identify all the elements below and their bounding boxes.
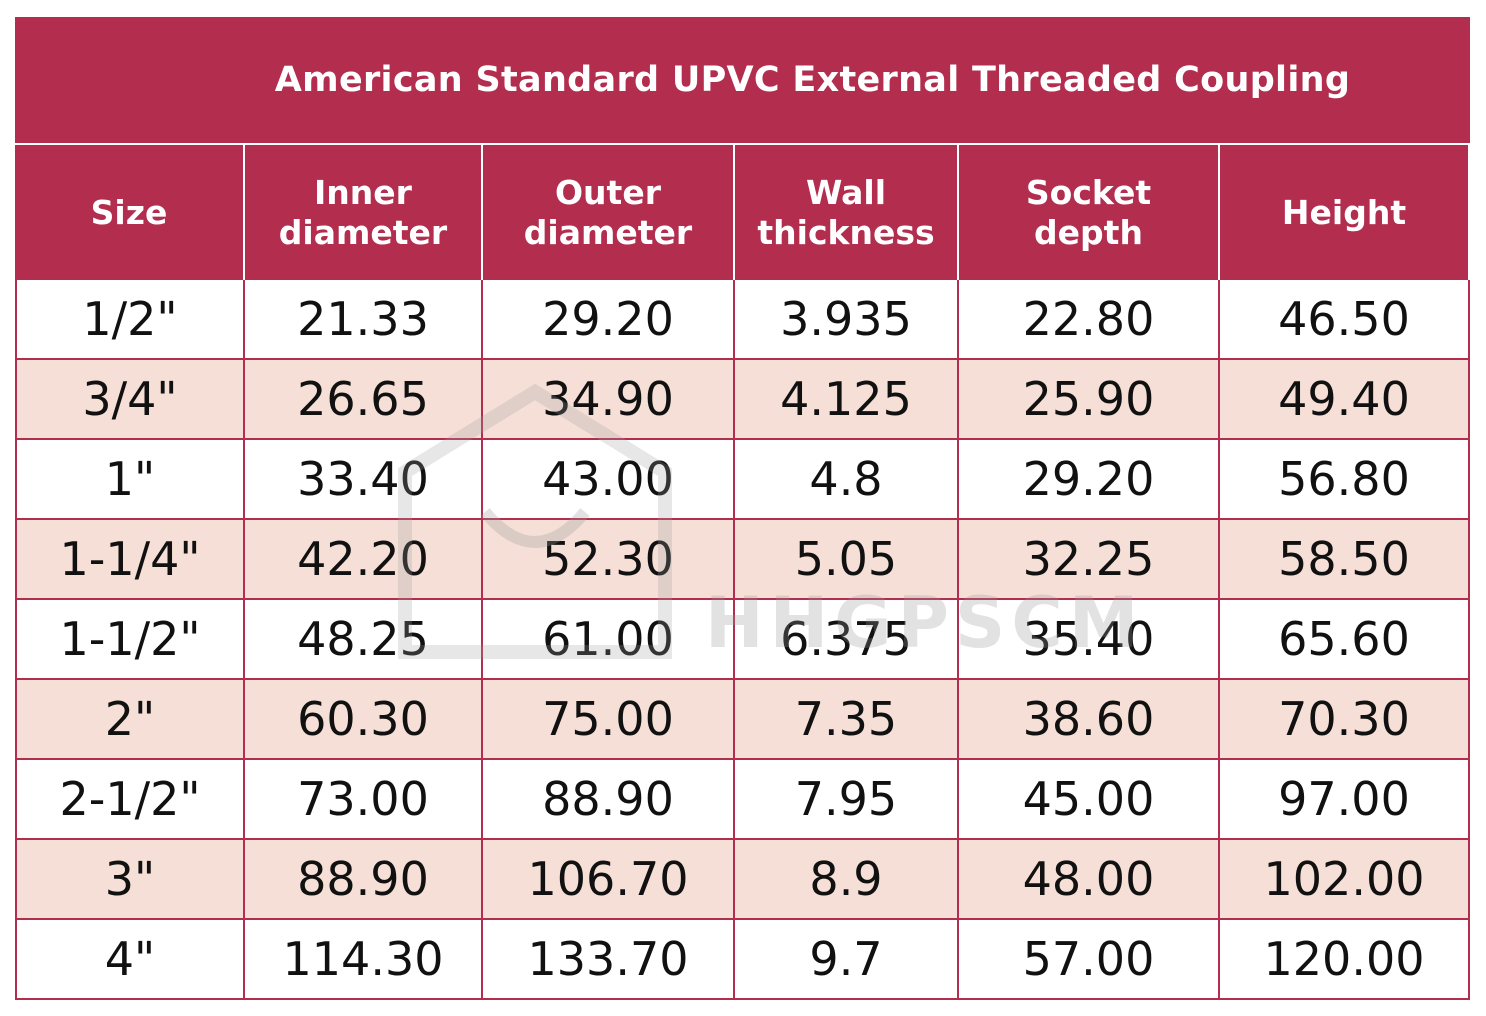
size-cell: 2-1/2"	[15, 760, 245, 840]
value-cell: 5.05	[735, 520, 959, 600]
value-cell: 75.00	[483, 680, 735, 760]
table: American Standard UPVC External Threaded…	[15, 17, 1470, 1001]
value-cell: 7.95	[735, 760, 959, 840]
value-cell: 9.7	[735, 920, 959, 1000]
value-cell: 60.30	[245, 680, 483, 760]
size-cell: 1"	[15, 440, 245, 520]
value-cell: 6.375	[735, 600, 959, 680]
column-header: Inner diameter	[245, 145, 483, 280]
column-header: Size	[15, 145, 245, 280]
value-cell: 70.30	[1220, 680, 1470, 760]
value-cell: 29.20	[483, 280, 735, 360]
value-cell: 4.125	[735, 360, 959, 440]
value-cell: 38.60	[959, 680, 1220, 760]
value-cell: 88.90	[245, 840, 483, 920]
value-cell: 48.25	[245, 600, 483, 680]
value-cell: 7.35	[735, 680, 959, 760]
value-cell: 102.00	[1220, 840, 1470, 920]
column-header: Socket depth	[959, 145, 1220, 280]
value-cell: 33.40	[245, 440, 483, 520]
value-cell: 57.00	[959, 920, 1220, 1000]
value-cell: 65.60	[1220, 600, 1470, 680]
value-cell: 133.70	[483, 920, 735, 1000]
size-cell: 3/4"	[15, 360, 245, 440]
value-cell: 42.20	[245, 520, 483, 600]
column-header: Wall thickness	[735, 145, 959, 280]
column-header: Outer diameter	[483, 145, 735, 280]
value-cell: 61.00	[483, 600, 735, 680]
size-cell: 1-1/4"	[15, 520, 245, 600]
value-cell: 43.00	[483, 440, 735, 520]
value-cell: 73.00	[245, 760, 483, 840]
value-cell: 29.20	[959, 440, 1220, 520]
table-grid: Size Inner diameter Outer diameter Wall thi…	[15, 145, 1470, 1000]
value-cell: 32.25	[959, 520, 1220, 600]
table-title: American Standard UPVC External Threaded…	[15, 17, 1470, 143]
value-cell: 88.90	[483, 760, 735, 840]
value-cell: 21.33	[245, 280, 483, 360]
size-cell: 4"	[15, 920, 245, 1000]
value-cell: 120.00	[1220, 920, 1470, 1000]
value-cell: 4.8	[735, 440, 959, 520]
value-cell: 46.50	[1220, 280, 1470, 360]
size-cell: 1-1/2"	[15, 600, 245, 680]
value-cell: 22.80	[959, 280, 1220, 360]
column-header: Height	[1220, 145, 1470, 280]
value-cell: 49.40	[1220, 360, 1470, 440]
value-cell: 52.30	[483, 520, 735, 600]
value-cell: 45.00	[959, 760, 1220, 840]
value-cell: 106.70	[483, 840, 735, 920]
value-cell: 25.90	[959, 360, 1220, 440]
value-cell: 97.00	[1220, 760, 1470, 840]
value-cell: 34.90	[483, 360, 735, 440]
value-cell: 8.9	[735, 840, 959, 920]
size-cell: 2"	[15, 680, 245, 760]
value-cell: 56.80	[1220, 440, 1470, 520]
value-cell: 35.40	[959, 600, 1220, 680]
value-cell: 3.935	[735, 280, 959, 360]
value-cell: 58.50	[1220, 520, 1470, 600]
size-cell: 1/2"	[15, 280, 245, 360]
size-cell: 3"	[15, 840, 245, 920]
value-cell: 26.65	[245, 360, 483, 440]
value-cell: 48.00	[959, 840, 1220, 920]
value-cell: 114.30	[245, 920, 483, 1000]
